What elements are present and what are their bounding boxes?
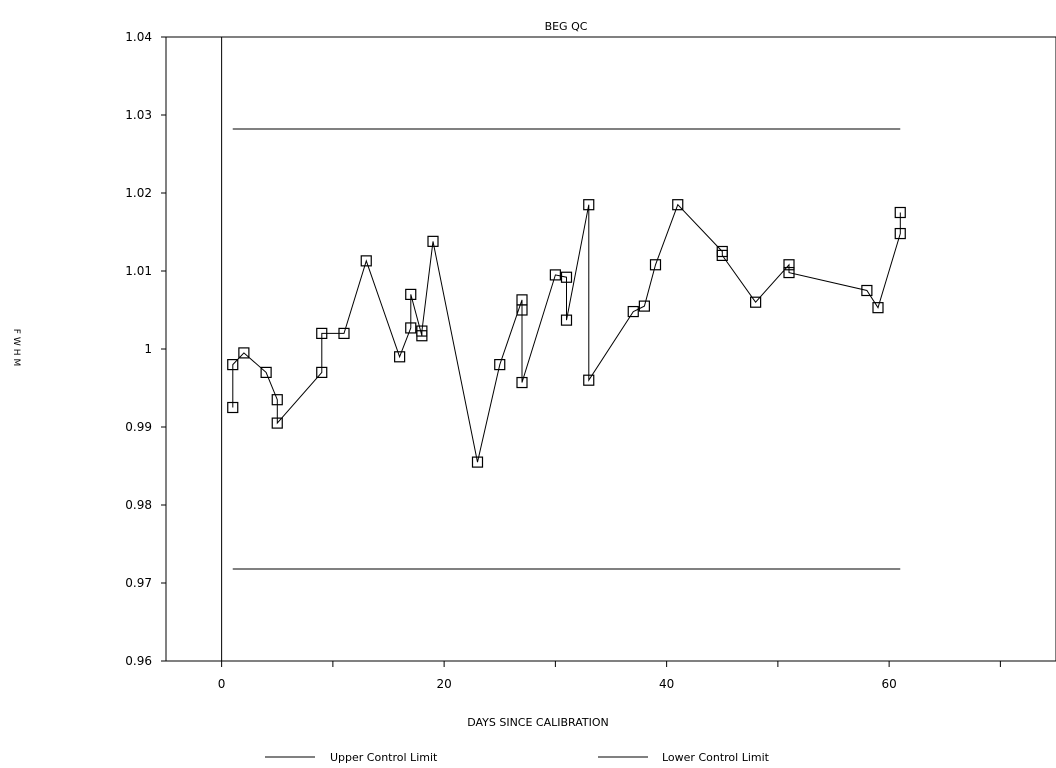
y-tick-label: 0.98 (125, 498, 152, 512)
y-tick-label: 0.96 (125, 654, 152, 668)
fwhm-data-point (260, 366, 272, 378)
x-tick-label: 40 (659, 677, 674, 691)
fwhm-data-point (338, 327, 350, 339)
chart-marks (227, 128, 906, 570)
fwhm-data-point (316, 366, 328, 378)
fwhm-data-point (405, 322, 417, 334)
fwhm-data-point (560, 314, 573, 326)
x-tick-label: 20 (436, 677, 451, 691)
x-axis-label: DAYS SINCE CALIBRATION (467, 716, 609, 729)
y-tick-label: 1.04 (125, 30, 152, 44)
x-tick-label: 60 (881, 677, 896, 691)
legend-upper-label: Upper Control Limit (330, 751, 438, 764)
y-tick-label: 0.99 (125, 420, 152, 434)
legend: Upper Control Limit Lower Control Limit (265, 751, 770, 764)
fwhm-data-point (750, 296, 762, 308)
fwhm-data-point (516, 376, 528, 389)
fwhm-data-point (494, 359, 506, 371)
fwhm-data-point (861, 284, 873, 297)
fwhm-series-line (232, 203, 901, 463)
fwhm-data-point (316, 327, 328, 339)
chart-title: BEG QC (545, 20, 588, 33)
fwhm-data-point (894, 206, 906, 219)
fwhm-data-point (894, 227, 906, 240)
fwhm-data-point (416, 325, 428, 337)
fwhm-data-point (271, 417, 283, 429)
x-tick-label: 0 (218, 677, 226, 691)
fwhm-data-point (394, 351, 406, 363)
fwhm-data-point (271, 394, 283, 406)
fwhm-data-point (227, 401, 239, 414)
y-tick-label: 1.01 (125, 264, 152, 278)
y-tick-label: 1.02 (125, 186, 152, 200)
fwhm-data-point (783, 259, 795, 271)
y-tick-label: 1 (144, 342, 152, 356)
fwhm-data-point (583, 199, 595, 211)
fwhm-data-point (872, 302, 884, 314)
legend-lower-label: Lower Control Limit (662, 751, 770, 764)
fwhm-data-point (516, 294, 528, 306)
y-axis-label: FWHM (11, 329, 21, 370)
plot-area-frame (165, 36, 1056, 662)
fwhm-data-point (405, 288, 417, 300)
fwhm-data-point (427, 235, 439, 247)
fwhm-data-point (583, 374, 595, 386)
fwhm-data-point (238, 347, 250, 359)
fwhm-data-point (638, 300, 650, 312)
fwhm-data-point (549, 269, 561, 281)
fwhm-data-point (649, 259, 662, 271)
fwhm-data-point (716, 249, 728, 261)
fwhm-data-point (560, 271, 573, 283)
fwhm-data-point (672, 199, 684, 211)
fwhm-data-point (227, 359, 239, 371)
fwhm-data-point (783, 266, 795, 279)
fwhm-data-point (627, 305, 639, 318)
fwhm-data-point (471, 456, 484, 468)
fwhm-data-point (516, 304, 528, 316)
fwhm-data-point (360, 255, 372, 267)
y-tick-label: 1.03 (125, 108, 152, 122)
axes: 0 20 40 60 0.96 0.97 0.98 0.99 1 1.01 1.02 1.03 1.04 (125, 30, 1001, 691)
y-tick-label: 0.97 (125, 576, 152, 590)
